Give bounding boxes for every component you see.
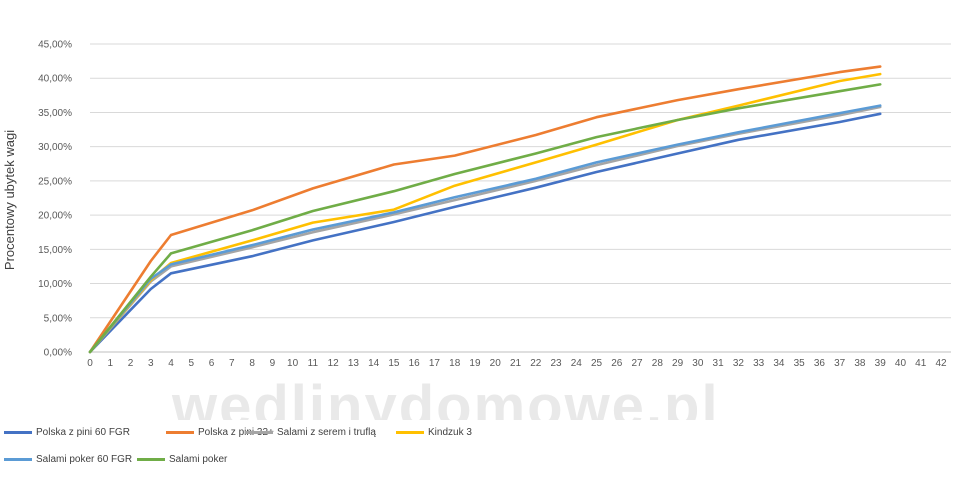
legend-item: Salami z serem i truflą (245, 427, 376, 438)
x-tick-label: 37 (834, 358, 846, 369)
legend-swatch (245, 431, 273, 434)
x-tick-label: 7 (229, 358, 235, 369)
x-tick-label: 16 (409, 358, 421, 369)
x-tick-label: 36 (814, 358, 826, 369)
x-tick-label: 27 (632, 358, 644, 369)
legend-item: Polska z pini 60 FGR (4, 427, 130, 438)
x-tick-label: 23 (550, 358, 562, 369)
y-tick-label: 10,00% (38, 279, 72, 290)
x-tick-label: 28 (652, 358, 664, 369)
gridlines (90, 43, 951, 353)
legend-swatch (4, 431, 32, 434)
x-tick-label: 14 (368, 358, 380, 369)
x-tick-label: 11 (308, 358, 319, 369)
legend-item: Polska z pini 32+ (166, 427, 274, 438)
legend-label: Salami poker 60 FGR (36, 454, 133, 465)
x-tick-label: 39 (875, 358, 887, 369)
x-tick-label: 2 (128, 358, 134, 369)
x-tick-label: 31 (713, 358, 725, 369)
legend-item: Kindzuk 3 (396, 427, 472, 438)
x-tick-label: 25 (591, 358, 603, 369)
x-tick-label: 20 (490, 358, 502, 369)
y-tick-label: 30,00% (38, 142, 72, 153)
x-tick-label: 33 (753, 358, 765, 369)
legend-swatch (4, 458, 32, 461)
x-tick-label: 34 (773, 358, 785, 369)
y-tick-label: 20,00% (38, 211, 72, 222)
legend-label: Salami z serem i truflą (277, 427, 376, 438)
legend-item: Salami poker 60 FGR (4, 454, 132, 465)
x-tick-label: 24 (571, 358, 583, 369)
x-tick-label: 8 (249, 358, 255, 369)
series-line-6 (88, 83, 882, 354)
legend-label: Polska z pini 32+ (198, 427, 274, 438)
x-tick-label: 1 (107, 358, 113, 369)
x-tick-label: 9 (270, 358, 276, 369)
series-line-3 (88, 105, 882, 354)
y-axis-label: Procentowy ubytek wagi (2, 130, 17, 270)
legend-item: Salami poker (137, 454, 227, 465)
legend-label: Kindzuk 3 (428, 427, 472, 438)
y-tick-label: 15,00% (38, 245, 72, 256)
series-lines (88, 65, 882, 354)
legend-swatch (166, 431, 194, 434)
x-tick-label: 18 (449, 358, 461, 369)
x-tick-label: 0 (87, 358, 93, 369)
x-tick-label: 30 (692, 358, 704, 369)
x-tick-label: 41 (915, 358, 927, 369)
x-tick-label: 13 (348, 358, 360, 369)
x-tick-label: 6 (209, 358, 215, 369)
x-tick-label: 15 (388, 358, 400, 369)
x-tick-label: 10 (287, 358, 299, 369)
x-tick-label: 26 (611, 358, 623, 369)
x-tick-label: 12 (328, 358, 340, 369)
x-tick-label: 21 (510, 358, 522, 369)
y-tick-label: 25,00% (38, 176, 72, 187)
y-tick-label: 5,00% (44, 313, 72, 324)
x-tick-label: 29 (672, 358, 684, 369)
legend-label: Polska z pini 60 FGR (36, 427, 130, 438)
y-tick-label: 40,00% (38, 74, 72, 85)
x-axis-ticks: 0 1 2 3 4 5 6 7 8 9 10 11 12 13 14 15 16 17 18 19 20 21 22 23 24… (87, 358, 947, 369)
x-tick-label: 19 (469, 358, 481, 369)
y-tick-label: 35,00% (38, 108, 72, 119)
y-tick-label: 45,00% (38, 40, 72, 51)
x-tick-label: 40 (895, 358, 907, 369)
legend-swatch (396, 431, 424, 434)
x-tick-label: 35 (794, 358, 806, 369)
x-tick-label: 38 (854, 358, 866, 369)
x-tick-label: 3 (148, 358, 154, 369)
series-line-2 (88, 65, 882, 354)
x-tick-label: 32 (733, 358, 745, 369)
legend-swatch (137, 458, 165, 461)
x-tick-label: 5 (189, 358, 195, 369)
series-line-1 (88, 112, 882, 354)
series-line-5 (88, 104, 882, 354)
x-tick-label: 17 (429, 358, 441, 369)
legend-label: Salami poker (169, 454, 228, 465)
y-axis-ticks: 0,00% 5,00% 10,00% 15,00% 20,00% 25,00% 30,00%… (38, 40, 72, 359)
x-tick-label: 4 (168, 358, 174, 369)
x-tick-label: 22 (530, 358, 542, 369)
y-tick-label: 0,00% (44, 348, 72, 359)
watermark-text: wedlinydomowe.pl (171, 374, 720, 420)
series-line-4 (88, 72, 882, 354)
line-chart: 0,00% 5,00% 10,00% 15,00% 20,00% 25,00% 30,00%… (2, 40, 951, 420)
x-tick-label: 42 (935, 358, 947, 369)
